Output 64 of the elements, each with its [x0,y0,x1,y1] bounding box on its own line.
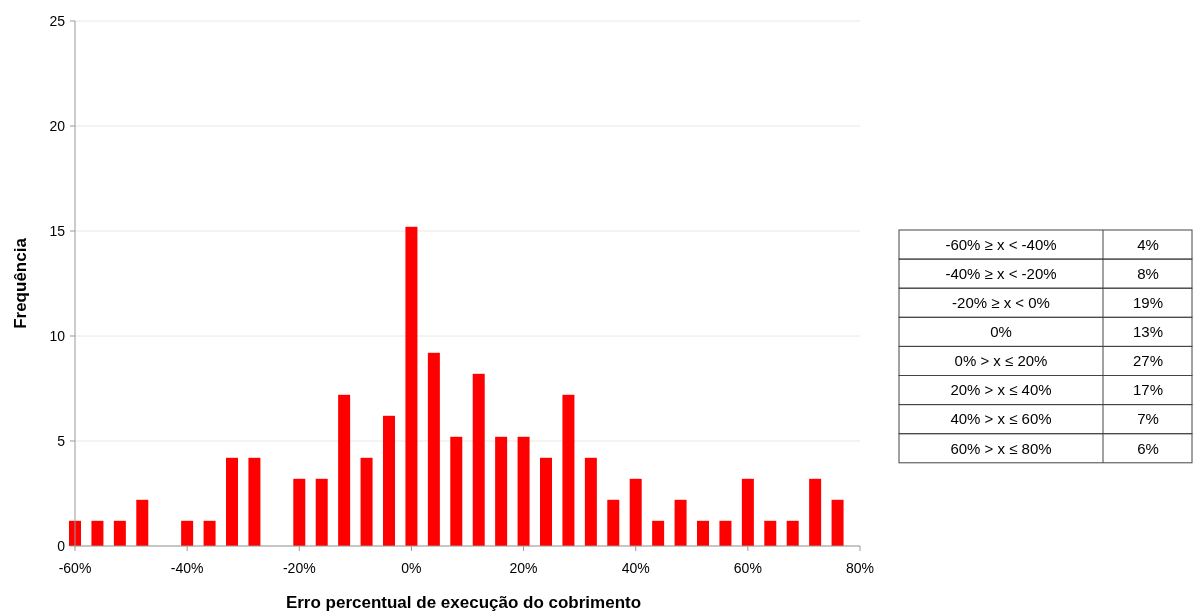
text: 17% [1132,381,1164,399]
bar [674,499,687,546]
x-tick-label: -60% [58,560,92,576]
bar [226,457,238,546]
y-axis-title: Frequência [11,237,30,329]
y-tick-label: 25 [49,12,66,29]
bar [831,499,844,546]
x-tick-label: 0% [401,560,422,576]
bar [136,499,149,546]
bar [629,478,642,546]
bar [517,436,530,546]
text: 13% [1132,323,1164,341]
bar [383,415,395,546]
y-tick-label: 15 [49,222,66,239]
bar [584,457,597,546]
bar [203,520,216,546]
bar [741,478,754,546]
x-tick-label: 60% [733,560,762,576]
bar [315,478,328,546]
x-tick-label: -20% [282,560,316,576]
category-label: -40% ≥ x < -20% [945,264,1057,282]
y-tick-label: 10 [49,327,66,344]
text: 19% [1132,294,1164,311]
bar [181,520,194,546]
bar [697,520,709,546]
bar [450,436,463,546]
x-axis-title: Erro percentual de execução do cobrimento [285,593,642,612]
bar [338,394,351,546]
bar [248,457,261,546]
category-label: -20% ≥ x < 0% [952,294,1050,311]
bar [427,352,440,546]
bar [607,499,620,546]
bar [495,436,508,546]
bar [764,520,777,546]
y-tick-label: 0 [57,537,66,554]
category-label: 0% [990,323,1012,341]
bar [360,457,373,546]
text: 7% [1137,410,1159,428]
text: 8% [1137,264,1159,282]
category-label: 40% > x ≤ 60% [950,410,1052,428]
text: 27% [1132,352,1164,370]
x-tick-label: 40% [621,560,650,576]
bar [472,373,485,546]
category-label: 60% > x ≤ 80% [950,439,1052,457]
y-tick-label: 5 [57,432,66,449]
bar [113,520,126,546]
bar [540,457,552,546]
category-label: 20% > x ≤ 40% [950,381,1052,399]
bar [719,520,732,546]
bar [652,520,665,546]
x-tick-label: 20% [509,560,538,576]
bar [786,520,799,546]
category-label: 0% > x ≤ 20% [954,352,1048,370]
bar [405,226,418,546]
x-tick-label: -40% [170,560,204,576]
bar [91,520,104,546]
category-label: -60% ≥ x < -40% [945,235,1057,253]
x-tick-label: 80% [845,560,875,576]
bar [809,478,822,546]
bar [293,478,306,546]
y-tick-label: 20 [49,117,66,134]
text: 6% [1137,439,1159,457]
bar [562,394,575,546]
text: 4% [1137,235,1159,253]
